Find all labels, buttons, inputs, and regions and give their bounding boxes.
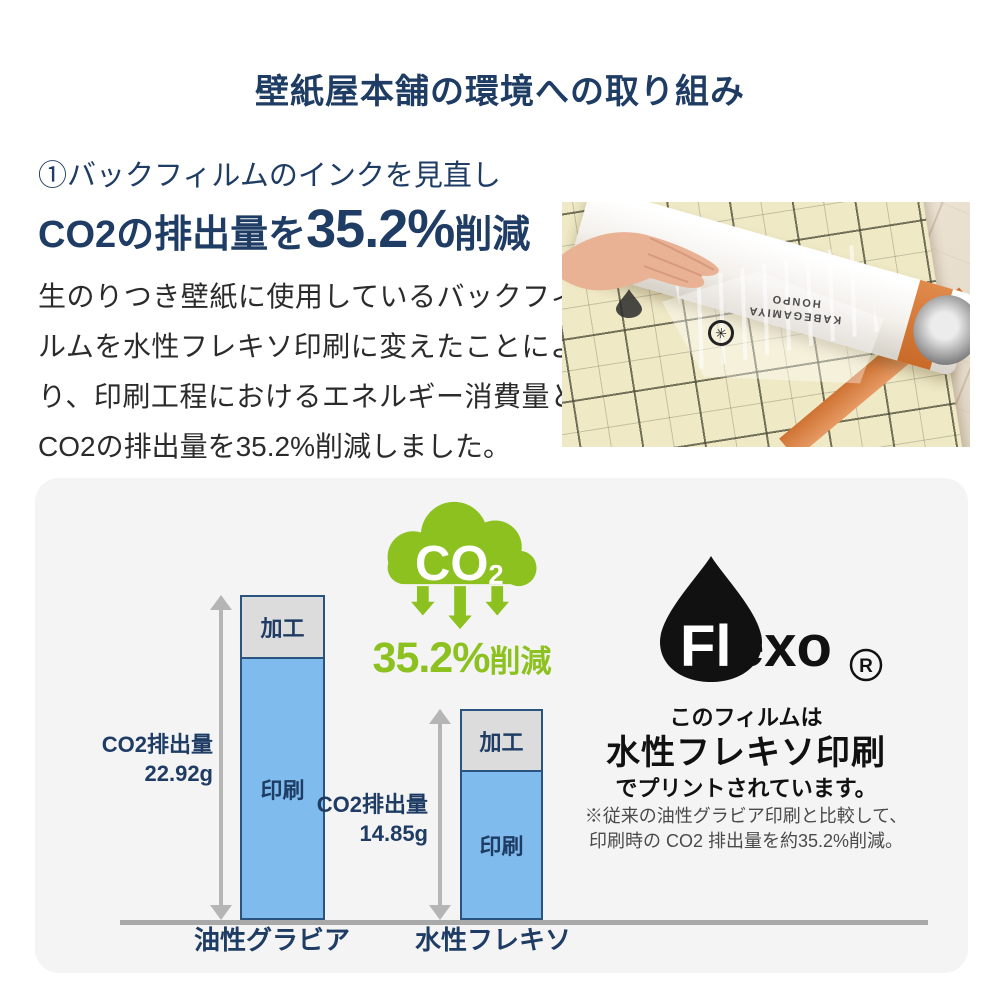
headline-prefix: CO2の排出量を <box>38 214 307 256</box>
registered-mark-circle <box>849 648 883 682</box>
co2-total-label-left: CO2排出量 22.92g <box>73 730 213 788</box>
flexo-description: このフィルムは 水性フレキソ印刷 でプリントされています。 ※従来の油性グラビア… <box>566 704 926 854</box>
total-value: 22.92g <box>144 761 214 786</box>
category-label-water-flexo: 水性フレキソ <box>414 925 571 955</box>
arrow-shaft <box>219 608 223 907</box>
flexo-logo: Fl exo R <box>660 556 883 682</box>
flexo-line3: でプリントされています。 <box>615 776 877 801</box>
total-title: CO2排出量 <box>101 732 213 757</box>
svg-text:exo: exo <box>732 614 832 679</box>
flexo-note1: ※従来の油性グラビア印刷と比較して、 <box>584 806 908 826</box>
hand-image <box>562 232 719 291</box>
reduction-word: 削減 <box>489 644 552 679</box>
flexo-line2: 水性フレキソ印刷 <box>606 734 886 772</box>
bar-segment-printing: 印刷 <box>462 772 541 918</box>
bar-height-arrow-right <box>429 709 451 920</box>
flexo-note2: 印刷時の CO2 排出量を約35.2%削減。 <box>588 831 904 851</box>
co2-reduction-headline: CO2の排出量を35.2%削減 <box>38 198 530 260</box>
product-photo: KABEGAMIYA HONPO ✳ <box>562 202 970 447</box>
headline-suffix: 削減 <box>454 214 531 256</box>
total-title: CO2排出量 <box>316 792 428 817</box>
page-title: 壁紙屋本舗の環境への取り組み <box>255 73 745 111</box>
bar-height-arrow-left <box>210 595 232 920</box>
bar-oil-gravure: 加工 印刷 <box>240 595 325 920</box>
bar-segment-processing: 加工 <box>242 597 323 659</box>
arrow-shaft <box>438 722 442 907</box>
section-heading: ①バックフィルムのインクを見直し <box>38 160 501 192</box>
headline-percentage: 35.2% <box>306 199 455 259</box>
body-paragraph: 生のりつき壁紙に使用しているバックフィルムを水性フレキソ印刷に変えたことにより、… <box>38 281 578 462</box>
bar-water-flexo: 加工 印刷 <box>460 709 543 920</box>
segment-label-printing: 印刷 <box>260 777 305 803</box>
segment-label-printing: 印刷 <box>479 834 524 859</box>
printed-flexo-mark-icon <box>616 289 642 318</box>
segment-label-processing: 加工 <box>479 729 524 755</box>
co2-cloud-icon: CO2 <box>387 501 537 630</box>
flexo-droplet-icon <box>660 556 762 682</box>
segment-label-processing: 加工 <box>260 616 305 641</box>
co2-total-label-right: CO2排出量 14.85g <box>288 790 428 848</box>
flexo-line1: このフィルムは <box>669 705 823 730</box>
chart-baseline <box>120 920 928 925</box>
category-label-oil-gravure: 油性グラビア <box>193 925 350 955</box>
infographic-panel: 加工 印刷 CO2排出量 22.92g 油性グラビア 加工 印刷 CO2排出量 … <box>35 478 968 973</box>
svg-text:Fl: Fl <box>680 614 732 679</box>
registered-mark: R <box>859 656 873 677</box>
reduction-value: 35.2% <box>372 634 491 682</box>
bar-segment-printing: 印刷 <box>242 659 323 918</box>
total-value: 14.85g <box>359 821 429 846</box>
bar-segment-processing: 加工 <box>462 711 541 772</box>
reduction-percentage-text: 35.2%削減 <box>342 634 582 683</box>
svg-text:CO2: CO2 <box>415 537 504 591</box>
